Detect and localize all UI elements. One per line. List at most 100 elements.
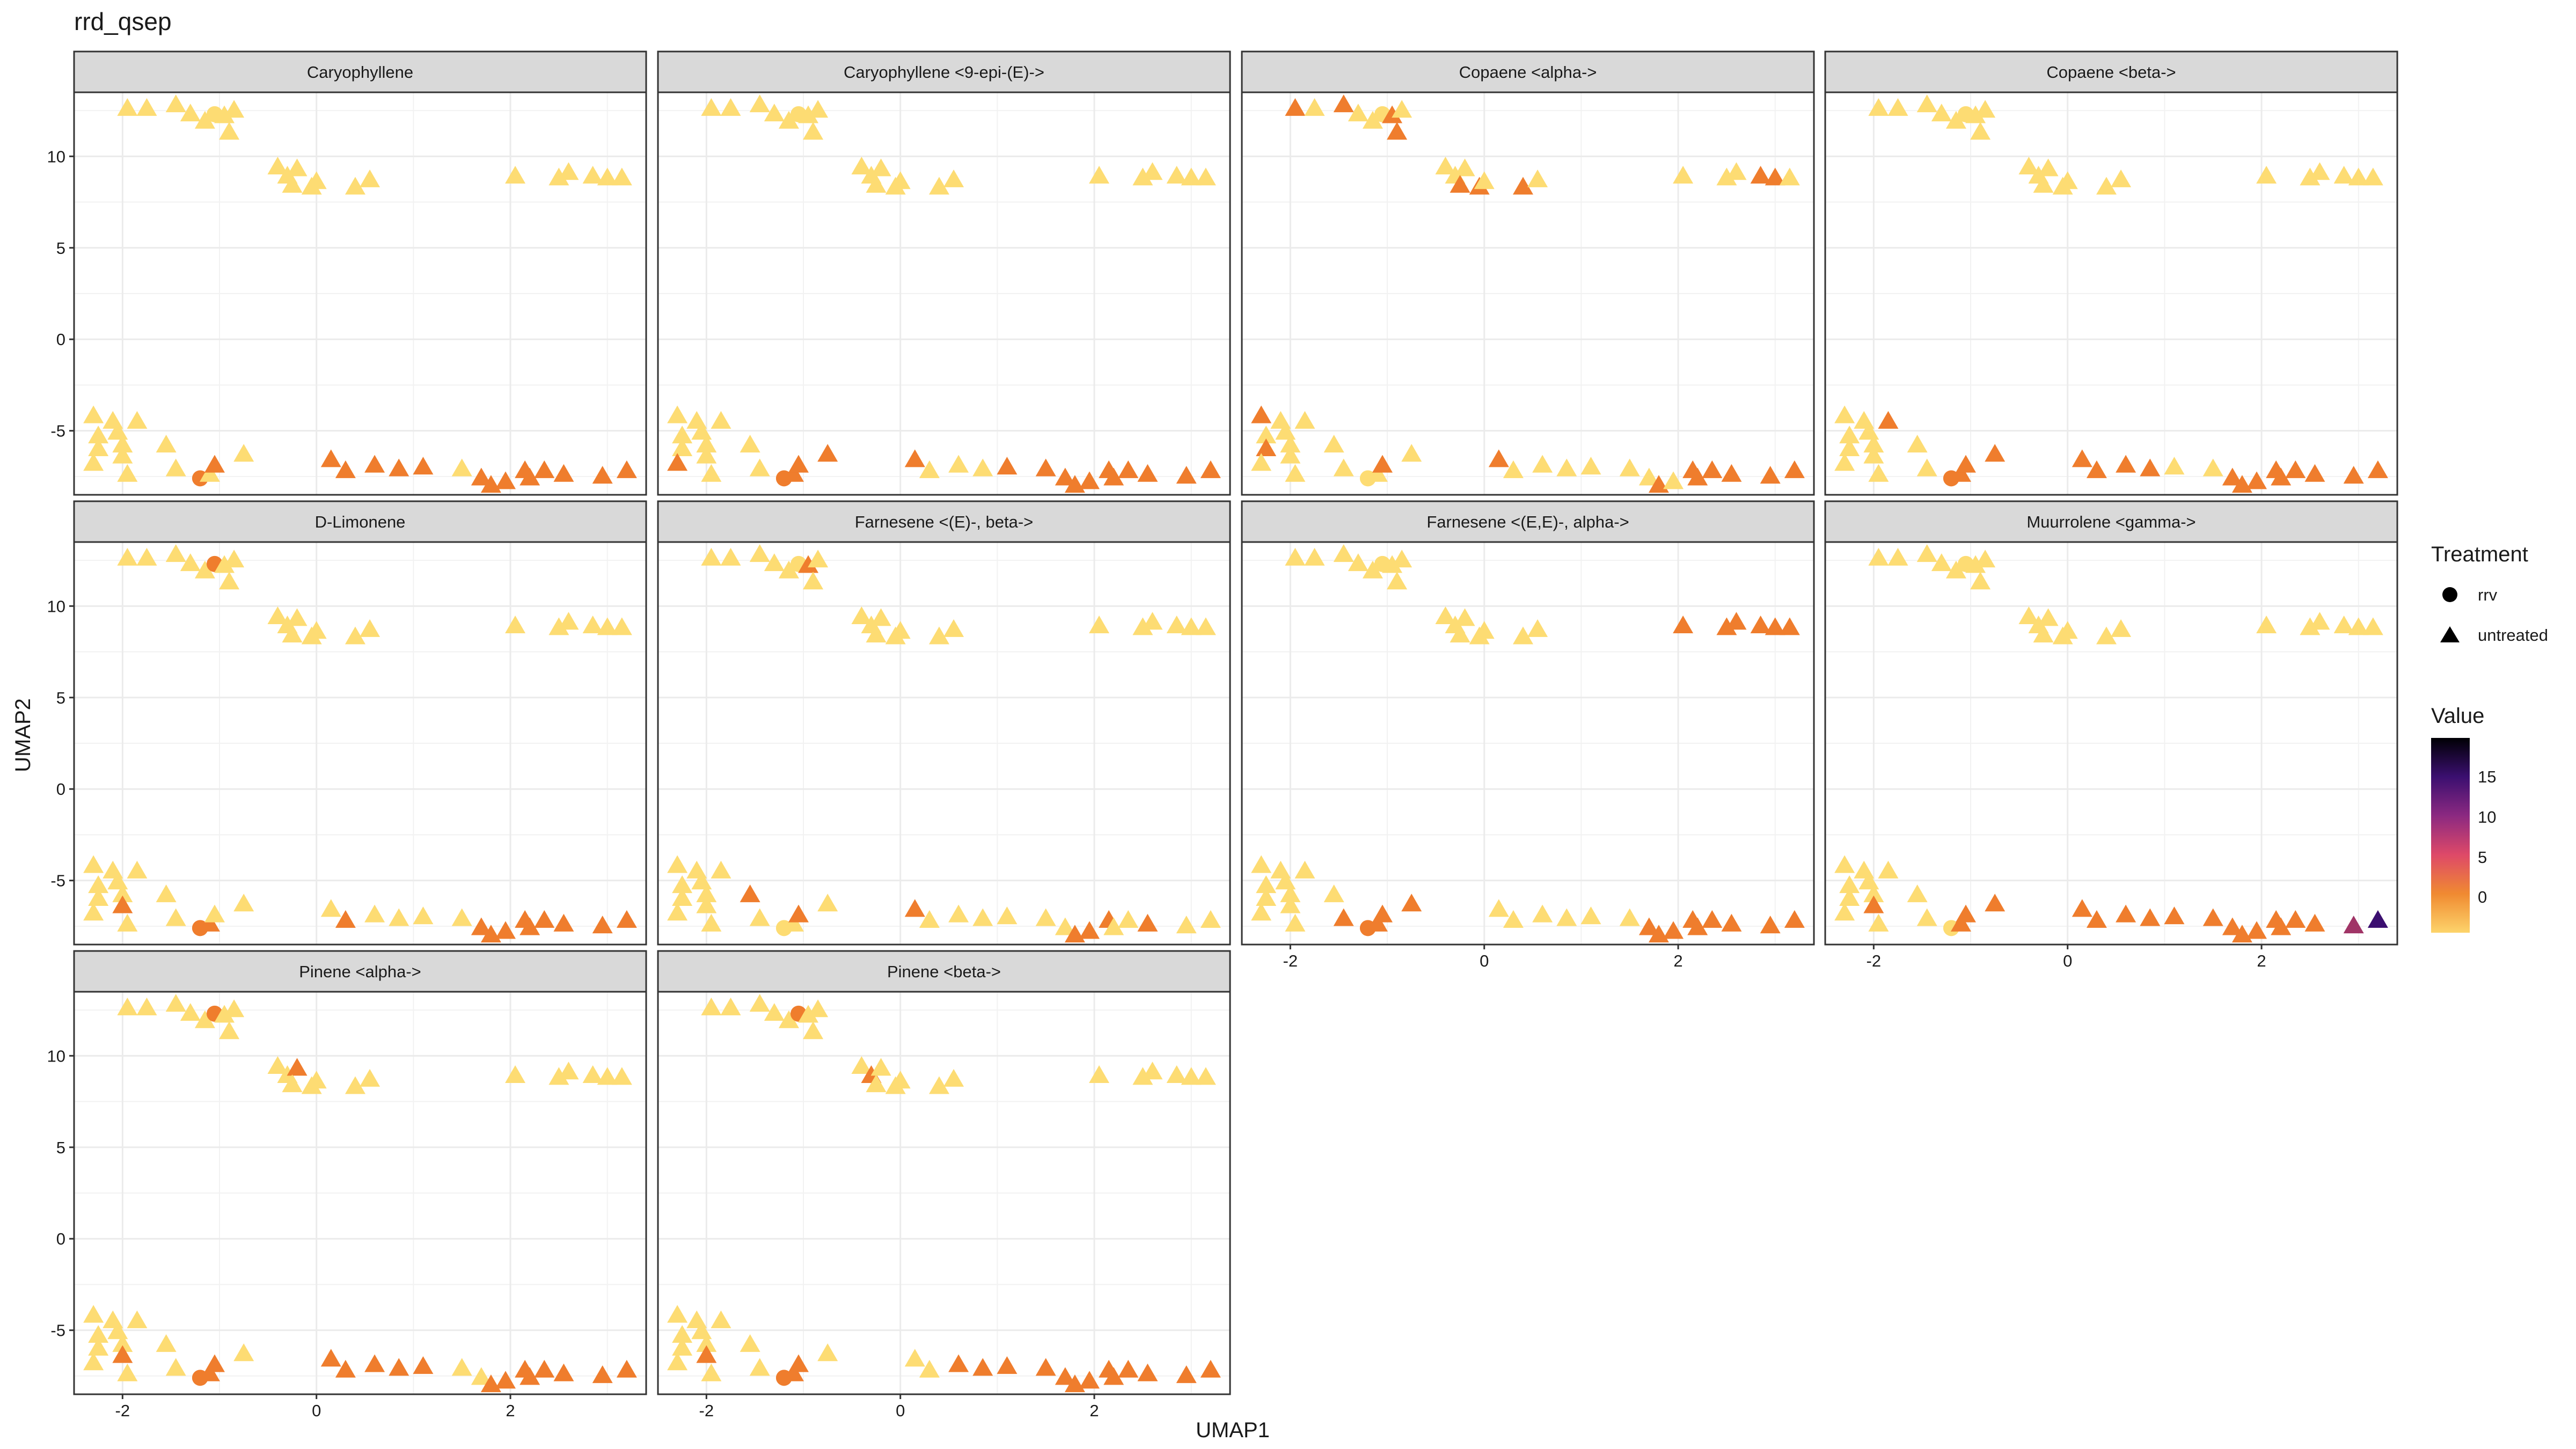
data-point-untreated (389, 1358, 409, 1376)
value-legend-title: Value (2431, 704, 2484, 728)
data-point-untreated (1103, 917, 1124, 935)
data-point-untreated (928, 626, 949, 645)
data-point-untreated (667, 1352, 688, 1371)
data-point-untreated (1251, 903, 1272, 921)
data-point-untreated (320, 1349, 341, 1367)
data-point-untreated (1839, 426, 1860, 444)
panel-border (1824, 91, 2398, 496)
data-point-untreated (156, 435, 177, 453)
data-point-untreated (749, 94, 770, 113)
data-point-untreated (2057, 171, 2078, 189)
data-point-untreated (495, 471, 516, 489)
data-point-untreated (783, 1363, 804, 1381)
value-colorbar (2431, 738, 2470, 933)
data-point-untreated (1687, 467, 1708, 486)
data-point-untreated (696, 1334, 717, 1352)
data-point-untreated (749, 994, 770, 1012)
data-point-untreated (866, 1074, 887, 1093)
data-point-untreated (219, 1021, 240, 1040)
data-point-untreated (1251, 453, 1272, 471)
facet-strip (657, 50, 1231, 93)
data-point-untreated (788, 455, 809, 473)
data-point-untreated (320, 449, 341, 467)
data-point-untreated (597, 167, 618, 186)
data-point-untreated (701, 1363, 722, 1381)
y-tick-label: 0 (56, 330, 65, 349)
data-point-untreated (2222, 917, 2243, 935)
data-point-untreated (866, 625, 887, 643)
data-point-untreated (553, 464, 574, 482)
data-point-untreated (233, 1343, 254, 1362)
data-point-untreated (740, 884, 760, 903)
data-point-untreated (1280, 884, 1301, 903)
data-point-untreated (519, 467, 540, 486)
data-point-untreated (948, 1354, 969, 1372)
data-point-untreated (194, 1010, 215, 1028)
facet-strip-label: Farnesene <(E,E)-, alpha-> (1426, 513, 1629, 531)
data-point-untreated (582, 166, 603, 184)
data-point-untreated (1362, 111, 1383, 129)
data-point-untreated (88, 426, 109, 444)
data-point-untreated (345, 626, 365, 645)
data-point-untreated (156, 884, 177, 903)
data-point-untreated (112, 1345, 133, 1363)
data-point-untreated (117, 1363, 138, 1381)
data-point-untreated (199, 1363, 220, 1381)
data-point-untreated (1401, 444, 1422, 462)
data-point-untreated (214, 555, 235, 573)
facet-strip (657, 950, 1231, 993)
legend-label-untreated: untreated (2478, 626, 2548, 645)
data-point-untreated (180, 1003, 201, 1021)
data-point-untreated (1638, 917, 1659, 935)
data-point-untreated (2140, 458, 2161, 477)
data-point-untreated (1382, 105, 1403, 123)
data-point-untreated (505, 616, 526, 634)
data-point-untreated (1663, 921, 1684, 939)
y-tick-label: 10 (47, 147, 65, 166)
data-point-untreated (667, 903, 688, 921)
data-point-untreated (2111, 169, 2132, 187)
data-point-untreated (2343, 466, 2364, 484)
facet-plot-area (657, 541, 1231, 946)
data-point-untreated (1132, 617, 1153, 635)
data-point-untreated (1285, 98, 1306, 116)
x-tick-label: 2 (2257, 952, 2266, 970)
x-axis-title: UMAP1 (1196, 1418, 1270, 1442)
data-point-untreated (798, 1005, 819, 1023)
data-point-untreated (364, 904, 385, 923)
data-point-untreated (505, 166, 526, 184)
facet-plot-area: -5 0 5 10 -2 0 2 (47, 991, 647, 1420)
data-point-untreated (1878, 411, 1899, 429)
data-point-untreated (127, 860, 148, 879)
facet-strip-label: D-Limonene (315, 513, 406, 531)
data-point-untreated (320, 899, 341, 917)
data-point-untreated (764, 104, 785, 122)
data-point-untreated (870, 608, 891, 626)
data-point-untreated (505, 1065, 526, 1084)
data-point-untreated (1474, 621, 1495, 639)
data-point-untreated (803, 122, 824, 140)
data-point-untreated (701, 464, 722, 482)
x-tick-label: 0 (1480, 952, 1489, 970)
data-point-untreated (136, 997, 157, 1015)
panel-border (657, 541, 1231, 946)
data-point-untreated (919, 910, 940, 928)
data-point-untreated (2140, 908, 2161, 926)
data-point-untreated (1765, 617, 1785, 635)
data-point-untreated (672, 426, 693, 444)
data-point-untreated (1035, 1358, 1056, 1376)
data-point-untreated (764, 1003, 785, 1021)
data-point-untreated (1556, 458, 1577, 477)
data-point-untreated (919, 1359, 940, 1378)
facet-panel: Pinene <alpha-> -5 0 5 10 -2 0 2 (47, 950, 647, 1420)
data-point-untreated (1348, 553, 1368, 572)
data-point-untreated (1839, 875, 1860, 894)
data-point-untreated (778, 111, 799, 129)
data-point-untreated (1916, 544, 1937, 562)
data-point-untreated (112, 1334, 133, 1352)
data-point-untreated (783, 464, 804, 482)
data-point-untreated (389, 458, 409, 477)
data-point-untreated (1580, 457, 1601, 475)
data-point-untreated (740, 435, 760, 453)
